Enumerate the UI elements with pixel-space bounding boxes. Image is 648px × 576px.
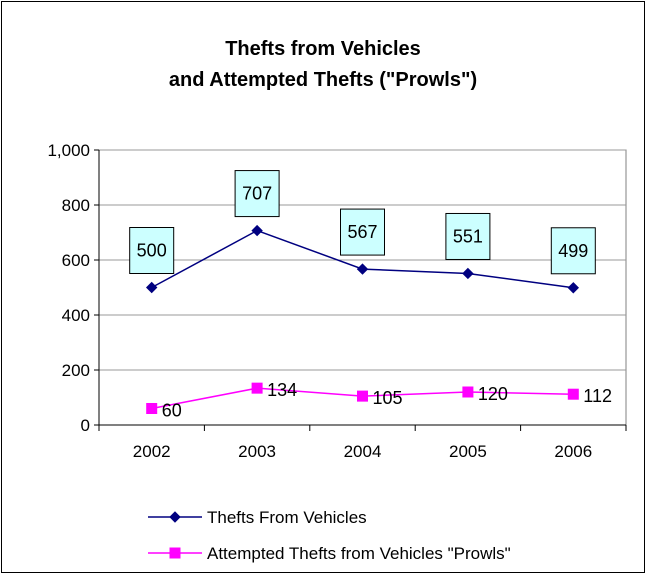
data-label-box-thefts — [234, 170, 280, 218]
x-tick-label: 2005 — [449, 442, 487, 461]
gridlines — [98, 149, 627, 426]
data-label-thefts: 707 — [242, 184, 272, 204]
y-tick-label: 1,000 — [47, 141, 90, 160]
data-label-thefts: 567 — [347, 222, 377, 242]
legend-label-prowls: Attempted Thefts from Vehicles "Prowls" — [207, 544, 511, 563]
data-label-prowls: 105 — [373, 388, 403, 408]
series — [145, 224, 580, 414]
y-tick-label: 200 — [62, 361, 90, 380]
y-tick-label: 0 — [81, 416, 90, 435]
data-point-thefts — [462, 267, 474, 280]
x-tick-label: 2002 — [133, 442, 171, 461]
legend-marker-thefts — [169, 511, 181, 523]
data-label-box-thefts — [550, 227, 596, 275]
data-point-prowls — [146, 403, 158, 414]
x-tick-label: 2003 — [238, 442, 276, 461]
data-point-prowls — [357, 390, 368, 402]
data-point-prowls — [567, 388, 579, 400]
data-label-box-thefts — [129, 227, 175, 274]
chart-title: Thefts from Vehicles and Attempted Theft… — [2, 34, 644, 96]
data-point-prowls — [251, 382, 263, 394]
data-label-thefts: 551 — [453, 226, 483, 246]
legend-label-thefts: Thefts From Vehicles — [207, 508, 367, 527]
data-point-thefts — [145, 281, 158, 294]
data-label-prowls: 112 — [583, 386, 612, 406]
plot-area — [98, 149, 627, 426]
data-point-thefts — [251, 224, 263, 237]
data-label-prowls: 134 — [267, 380, 297, 400]
data-label-prowls: 120 — [478, 384, 508, 404]
x-tick-label: 2004 — [344, 442, 382, 461]
data-label-prowls: 60 — [162, 401, 182, 421]
chart-title-line-1: Thefts from Vehicles — [225, 38, 421, 60]
data-labels: 500 707 567 551 499 60 134 105 120 112 — [129, 170, 612, 421]
y-tick-label: 800 — [62, 196, 90, 215]
legend-marker-prowls — [169, 547, 181, 559]
data-point-thefts — [567, 282, 580, 294]
data-point-thefts — [356, 263, 369, 275]
y-tick-label: 400 — [62, 306, 90, 325]
y-tick-label: 600 — [62, 251, 90, 270]
data-label-thefts: 500 — [137, 241, 167, 261]
axes: 0 200 400 600 800 1,000 2002 2003 2004 2005 2006 — [47, 141, 627, 461]
data-label-thefts: 499 — [558, 241, 588, 261]
data-label-box-thefts — [340, 208, 385, 256]
data-point-prowls — [462, 386, 474, 398]
chart-title-line-2: and Attempted Thefts ("Prowls") — [168, 69, 478, 91]
x-tick-label: 2006 — [554, 442, 592, 461]
data-label-box-thefts — [445, 212, 491, 260]
legend: Thefts From Vehicles Attempted Thefts fro… — [148, 508, 511, 563]
